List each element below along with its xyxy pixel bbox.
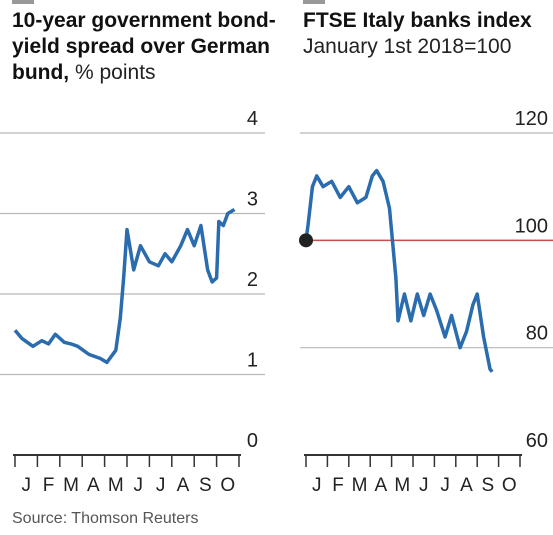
title: FTSE Italy banks index bbox=[303, 9, 532, 32]
x-tick-label: S bbox=[482, 475, 495, 496]
x-tick-label: A bbox=[375, 475, 388, 496]
y-tick-label: 2 bbox=[247, 269, 258, 291]
line bbox=[304, 168, 494, 373]
subtitle: % points bbox=[75, 61, 156, 84]
x-tick-label: M bbox=[394, 475, 410, 496]
x-tick-label: A bbox=[87, 475, 100, 496]
title: 10-year government bond-yield spread ove… bbox=[12, 9, 276, 84]
title-bar bbox=[12, 0, 34, 4]
left-title: 10-year government bond-yield spread ove… bbox=[12, 8, 277, 86]
x-tick-label: S bbox=[199, 475, 212, 496]
right-title: FTSE Italy banks index January 1st 2018=1… bbox=[303, 8, 553, 60]
subtitle: January 1st 2018=100 bbox=[303, 35, 512, 58]
x-tick-label: J bbox=[133, 475, 143, 496]
x-tick-label: J bbox=[440, 475, 450, 496]
reference-dot bbox=[299, 233, 313, 248]
x-tick-label: O bbox=[502, 475, 517, 496]
y-tick-label: 1 bbox=[247, 350, 258, 372]
title-bar bbox=[303, 0, 325, 4]
source: Source: Thomson Reuters bbox=[12, 510, 199, 527]
y-tick-label: 80 bbox=[526, 323, 548, 345]
x-tick-label: F bbox=[43, 475, 55, 496]
y-tick-label: 3 bbox=[247, 189, 258, 211]
y-tick-label: 0 bbox=[247, 430, 258, 452]
line bbox=[13, 207, 236, 365]
x-tick-label: M bbox=[63, 475, 79, 496]
x-tick-label: F bbox=[332, 475, 344, 496]
x-tick-label: A bbox=[460, 475, 473, 496]
y-tick-label: 4 bbox=[247, 108, 258, 130]
x-tick-label: J bbox=[156, 475, 166, 496]
x-tick-label: J bbox=[21, 475, 31, 496]
x-tick-label: M bbox=[108, 475, 124, 496]
x-tick-label: A bbox=[177, 475, 190, 496]
y-tick-label: 60 bbox=[526, 430, 548, 452]
y-tick-label: 120 bbox=[515, 108, 548, 130]
x-tick-label: M bbox=[352, 475, 368, 496]
y-tick-label: 100 bbox=[515, 215, 548, 237]
x-tick-label: J bbox=[312, 475, 322, 496]
x-tick-label: J bbox=[419, 475, 429, 496]
x-tick-label: O bbox=[220, 475, 235, 496]
